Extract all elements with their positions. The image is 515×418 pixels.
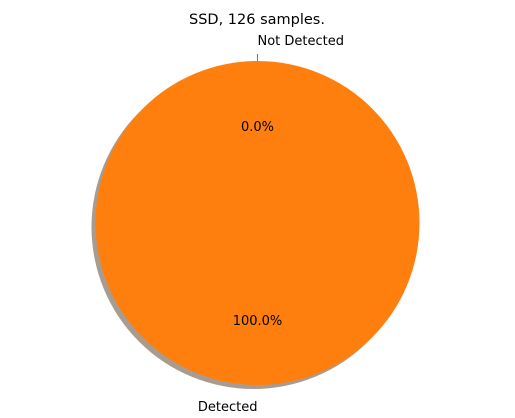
chart-title: SSD, 126 samples. [189,12,325,28]
slice-percent-label: 0.0% [241,120,274,135]
slice-percent-label: 100.0% [233,314,283,329]
slice-label: Not Detected [258,34,345,49]
pie-plot-area: Not Detected 0.0% Detected 100.0% [91,34,420,415]
slice-label: Detected [198,400,258,415]
pie-slice [95,61,420,385]
